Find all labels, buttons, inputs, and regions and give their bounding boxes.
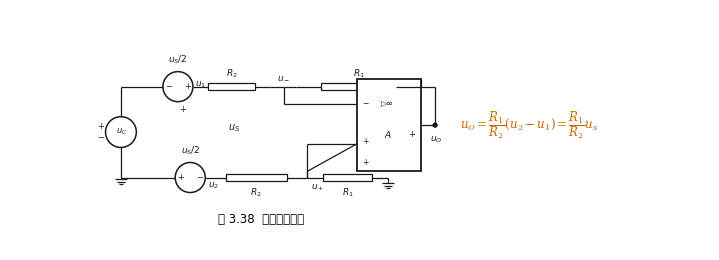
Text: +: + xyxy=(362,137,368,146)
Bar xyxy=(357,79,421,171)
Text: $u_S/2$: $u_S/2$ xyxy=(168,54,188,66)
Text: +: + xyxy=(179,105,186,114)
Text: $R_1$: $R_1$ xyxy=(342,187,354,199)
Text: $u_+$: $u_+$ xyxy=(311,182,325,193)
Text: −: − xyxy=(205,174,211,184)
Text: +: + xyxy=(184,82,191,91)
Bar xyxy=(321,83,396,90)
Text: $u_O$: $u_O$ xyxy=(430,134,442,145)
Text: $R_2$: $R_2$ xyxy=(226,68,237,81)
Text: $u_1$: $u_1$ xyxy=(196,79,206,90)
Circle shape xyxy=(175,162,205,192)
Text: 图 3.38  差分放大电路: 图 3.38 差分放大电路 xyxy=(218,213,304,226)
Text: $u_-$: $u_-$ xyxy=(278,73,291,82)
Text: −: − xyxy=(96,133,104,142)
Circle shape xyxy=(433,123,437,127)
Text: $A$: $A$ xyxy=(384,129,392,140)
Text: $R_1$: $R_1$ xyxy=(353,68,365,81)
Text: $u_O = \dfrac{R_1}{R_2}(u_2 - u_1) = \dfrac{R_1}{R_2}u_s$: $u_O = \dfrac{R_1}{R_2}(u_2 - u_1) = \df… xyxy=(459,109,598,141)
Text: $\triangleright\!\infty$: $\triangleright\!\infty$ xyxy=(380,98,393,109)
Text: $u_2$: $u_2$ xyxy=(208,181,219,191)
Text: $u_S/2$: $u_S/2$ xyxy=(180,145,200,157)
Bar xyxy=(226,174,287,181)
Circle shape xyxy=(163,72,193,102)
Text: +: + xyxy=(178,173,184,182)
Text: +: + xyxy=(362,158,368,167)
Circle shape xyxy=(106,117,137,147)
Text: +: + xyxy=(408,130,415,139)
Text: $u_C$: $u_C$ xyxy=(116,127,127,137)
Text: $R_2$: $R_2$ xyxy=(250,187,262,199)
Text: +: + xyxy=(96,122,104,131)
Bar xyxy=(209,83,255,90)
Text: $u_S$: $u_S$ xyxy=(228,122,240,134)
Text: −: − xyxy=(165,82,172,91)
Text: −: − xyxy=(362,99,368,108)
Text: −: − xyxy=(196,173,203,182)
Bar xyxy=(324,174,372,181)
